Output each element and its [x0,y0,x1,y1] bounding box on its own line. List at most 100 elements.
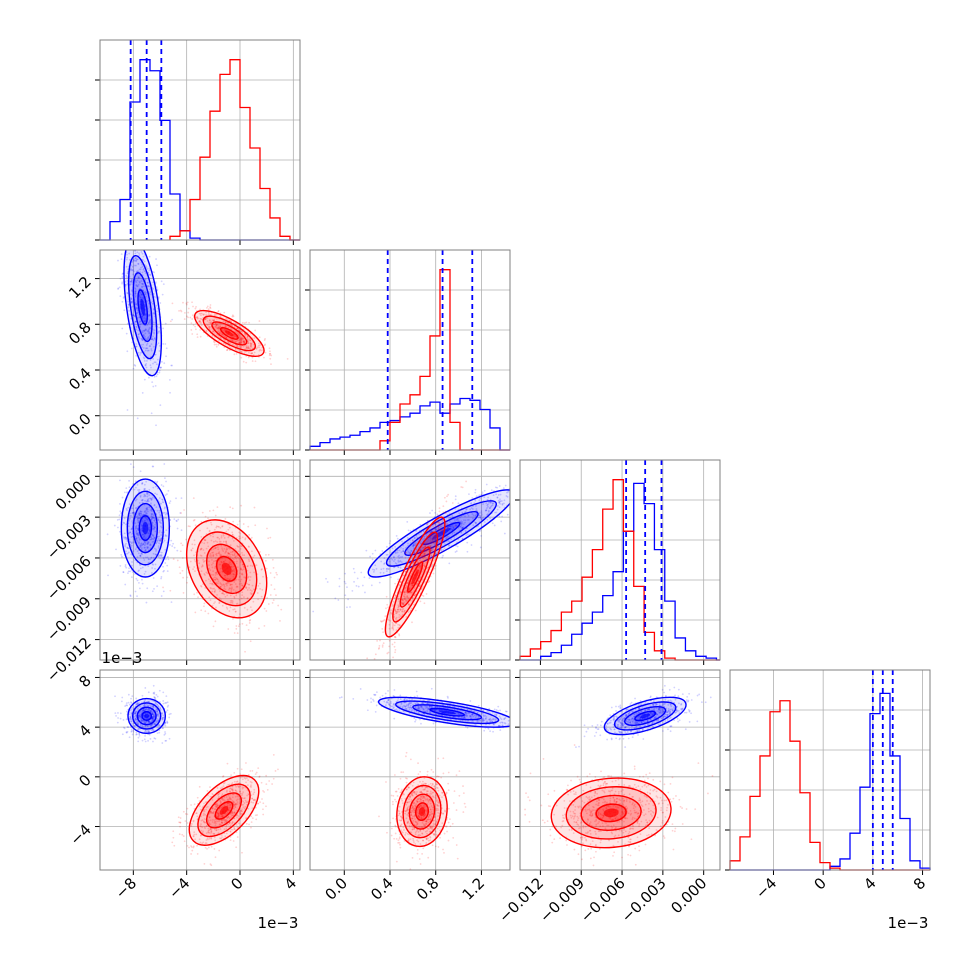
blue-sample-point [128,514,131,517]
blue-sample-point [141,483,144,485]
blue-sample-point [161,742,164,744]
blue-sample-point [138,542,140,545]
blue-sample-point [397,555,400,558]
red-sample-point [420,588,423,591]
blue-sample-point [149,509,152,512]
blue-sample-point [141,330,144,333]
red-sample-point [201,565,204,568]
blue-sample-point [170,601,173,604]
red-sample-point [269,357,272,360]
red-sample-point [234,340,237,343]
blue-sample-point [135,325,138,328]
blue-sample-point [402,550,404,553]
red-sample-point [431,539,434,541]
blue-sample-point [154,384,157,387]
blue-sample-point [383,563,385,565]
blue-sample-point [147,349,150,352]
blue-sample-point [137,570,140,573]
red-sample-point [231,347,233,350]
red-sample-point [241,569,244,571]
blue-sample-point [140,510,143,513]
blue-sample-point [166,705,169,708]
red-sample-point [220,560,223,563]
blue-sample-point [151,522,154,524]
red-sample-point [198,321,200,323]
red-sample-point [209,304,212,306]
red-sample-point [442,505,445,508]
red-sample-point [238,334,240,337]
blue-contour-line [120,478,171,578]
red-sample-point [404,598,407,601]
red-sample-point [418,565,421,568]
red-sample-point [217,580,220,583]
blue-sample-point [151,338,154,341]
blue-sample-point [478,530,481,533]
red-sample-point [248,560,251,562]
blue-sample-point [131,261,134,263]
red-sample-point [238,336,241,338]
blue-sample-point [146,519,149,521]
blue-sample-point [145,601,148,604]
blue-sample-point [150,366,152,369]
blue-sample-point [124,283,127,286]
red-sample-point [227,577,230,580]
red-sample-point [223,329,226,332]
blue-sample-point [136,556,139,558]
red-sample-point [227,628,230,630]
red-sample-point [240,337,242,340]
blue-sample-point [141,225,143,227]
red-sample-point [222,550,225,553]
blue-sample-point [120,230,122,232]
red-sample-point [231,537,234,540]
blue-sample-point [146,506,149,509]
blue-sample-point [147,329,150,332]
red-sample-point [229,583,232,586]
blue-sample-point [413,537,416,540]
blue-sample-point [141,578,143,581]
red-sample-point [240,340,243,342]
blue-sample-point [153,519,156,522]
blue-sample-point [146,543,149,545]
blue-sample-point [156,732,159,735]
red-sample-point [256,592,259,594]
blue-sample-point [126,276,129,279]
red-sample-point [289,586,292,589]
red-sample-point [248,622,251,624]
blue-sample-point [351,589,354,592]
blue-sample-point [440,525,442,528]
blue-sample-point [152,362,154,365]
red-sample-point [230,323,233,326]
red-sample-point [233,573,236,576]
red-sample-point [199,328,202,331]
blue-sample-point [138,281,141,284]
blue-sample-point [159,366,162,369]
red-sample-point [441,546,444,549]
blue-sample-point [129,280,132,283]
blue-sample-point [121,276,124,279]
blue-sample-point [392,566,395,569]
red-sample-point [226,318,229,321]
blue-sample-point [136,311,139,314]
blue-sample-point [131,571,134,573]
blue-sample-point [413,544,415,547]
red-sample-point [227,528,230,531]
red-sample-point [261,588,264,591]
blue-sample-point [141,498,144,501]
blue-sample-point [137,536,140,539]
red-sample-point [240,341,242,344]
red-sample-point [391,627,394,629]
red-sample-point [226,594,229,597]
red-sample-point [220,535,223,537]
red-sample-point [421,555,424,558]
blue-sample-point [147,531,149,534]
red-sample-point [444,511,447,513]
blue-sample-point [143,488,146,491]
blue-sample-point [368,577,371,579]
blue-sample-point [139,323,141,326]
red-sample-point [210,326,212,329]
red-sample-point [223,547,226,550]
blue-sample-point [480,512,483,514]
red-sample-point [240,573,243,576]
red-sample-point [223,537,226,539]
red-sample-point [414,542,417,545]
